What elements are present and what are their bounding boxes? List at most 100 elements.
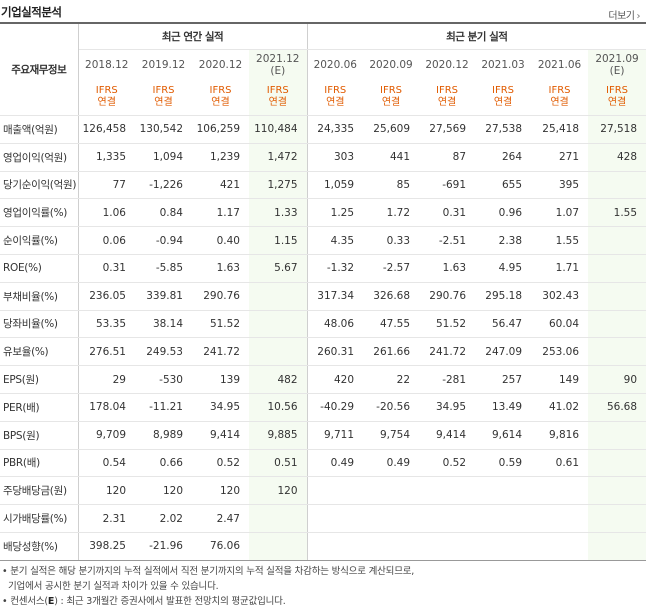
value-cell: 0.49 (306, 449, 364, 478)
value-cell: -5.85 (135, 254, 192, 283)
value-cell (588, 310, 646, 339)
value-cell: 13.49 (475, 393, 532, 422)
value-cell (531, 504, 589, 533)
period-header: 2019.12 (135, 50, 192, 80)
row-label: 매출액(억원) (0, 115, 79, 144)
value-cell: -20.56 (363, 393, 420, 422)
value-cell: -2.57 (363, 254, 420, 283)
period-label: 2021.12 (256, 52, 300, 65)
footnote-2: • 컨센서스(E) : 최근 3개월간 증권사에서 발표한 전망치의 평균값입니… (2, 594, 642, 609)
value-cell (306, 504, 364, 533)
value-cell (363, 476, 420, 506)
value-cell (419, 532, 476, 561)
value-cell: 126,458 (78, 115, 135, 144)
basis-label: 연결 (493, 97, 513, 108)
more-link[interactable]: 더보기 › (608, 7, 640, 22)
value-cell: 253.06 (531, 337, 589, 367)
value-cell: 56.47 (475, 310, 532, 339)
value-cell (588, 226, 646, 255)
value-cell (475, 532, 532, 561)
value-cell: 303 (306, 143, 364, 172)
value-cell: 25,418 (531, 115, 589, 144)
value-cell: 0.33 (363, 226, 420, 255)
value-cell: 302.43 (531, 281, 589, 311)
table-row: EPS(원) 29 -530 139 482 420 22 -281 257 149 90 (0, 365, 646, 394)
table-row: 당기순이익(억원) 77 -1,226 421 1,275 1,059 85 -691 655 3… (0, 171, 646, 200)
value-cell: 51.52 (419, 310, 476, 339)
value-cell: 261.66 (363, 337, 420, 367)
value-cell (249, 337, 308, 367)
value-cell: 0.52 (192, 449, 249, 478)
ifrs-cell: IFRS 연결 (588, 79, 646, 116)
value-cell: 22 (363, 365, 420, 394)
value-cell (588, 421, 646, 450)
basis-label: 연결 (326, 97, 345, 108)
ifrs-cell: IFRS 연결 (192, 79, 249, 116)
value-cell (249, 281, 308, 311)
row-label: BPS(원) (0, 421, 79, 450)
footnote-2-suffix: ) : 최근 3개월간 증권사에서 발표한 전망치의 평균값입니다. (54, 596, 286, 607)
value-cell: 27,518 (588, 115, 646, 144)
row-label: 당기순이익(억원) (0, 171, 79, 200)
ifrs-label: IFRS (324, 85, 347, 96)
value-cell: 655 (475, 171, 532, 200)
row-header-cell: 주요재무정보 (0, 22, 79, 116)
value-cell (475, 476, 532, 506)
value-cell: 339.81 (135, 281, 192, 311)
basis-label: 연결 (268, 97, 287, 108)
table-row: 영업이익(억원) 1,335 1,094 1,239 1,472 303 441 87 264 2… (0, 143, 646, 172)
chevron-right-icon: › (636, 11, 641, 22)
value-cell: 60.04 (531, 310, 589, 339)
value-cell (249, 532, 308, 561)
footnote-2-mark: E (47, 596, 55, 607)
value-cell: 236.05 (78, 281, 135, 311)
value-cell: 1.15 (249, 226, 308, 255)
row-label: 영업이익률(%) (0, 198, 79, 228)
value-cell: 120 (78, 476, 135, 506)
value-cell (588, 476, 646, 506)
value-cell: 4.35 (306, 226, 364, 255)
row-label: 배당성향(%) (0, 532, 79, 561)
value-cell: 1.55 (588, 198, 646, 228)
table-row: BPS(원) 9,709 8,989 9,414 9,885 9,711 9,754 9,41… (0, 421, 646, 450)
table-row: 시가배당률(%) 2.31 2.02 2.47 (0, 504, 646, 533)
value-cell: 1.63 (192, 254, 249, 283)
value-cell: 87 (419, 143, 476, 172)
value-cell: 0.40 (192, 226, 249, 255)
value-cell: 0.84 (135, 198, 192, 228)
value-cell: 398.25 (78, 532, 135, 561)
value-cell (588, 504, 646, 533)
value-cell: 51.52 (192, 310, 249, 339)
value-cell: 9,709 (78, 421, 135, 450)
value-cell: 90 (588, 365, 646, 394)
value-cell: 326.68 (363, 281, 420, 311)
table-row: 부채비율(%) 236.05 339.81 290.76 317.34 326.68 290… (0, 281, 646, 311)
row-label: EPS(원) (0, 365, 79, 394)
value-cell: 9,711 (306, 421, 364, 450)
row-label: 당좌비율(%) (0, 310, 79, 339)
row-label: 유보율(%) (0, 337, 79, 367)
value-cell: 120 (249, 476, 308, 506)
table-row: 유보율(%) 276.51 249.53 241.72 260.31 261.66 241.… (0, 337, 646, 367)
value-cell: 1.33 (249, 198, 308, 228)
value-cell: 482 (249, 365, 308, 394)
value-cell: 241.72 (192, 337, 249, 367)
ifrs-label: IFRS (152, 85, 175, 96)
value-cell: 9,414 (419, 421, 476, 450)
period-label: 2020.12 (198, 58, 243, 71)
value-cell: 56.68 (588, 393, 646, 422)
value-cell: 420 (306, 365, 364, 394)
ifrs-label: IFRS (380, 85, 403, 96)
period-header: 2021.09 (E) (588, 49, 646, 79)
value-cell: 295.18 (475, 281, 532, 311)
value-cell: 317.34 (306, 281, 364, 311)
value-cell: -0.94 (135, 226, 192, 255)
value-cell: 47.55 (363, 310, 420, 339)
quarter-group-header: 최근 분기 실적 (306, 22, 646, 50)
value-cell: -40.29 (306, 393, 364, 422)
table-row: 영업이익률(%) 1.06 0.84 1.17 1.33 1.25 1.72 0.31 0.96… (0, 198, 646, 228)
table-row: 당좌비율(%) 53.35 38.14 51.52 48.06 47.55 51.52 56.… (0, 310, 646, 339)
ifrs-label: IFRS (266, 85, 289, 96)
value-cell: 9,614 (475, 421, 532, 450)
value-cell: 2.02 (135, 504, 192, 533)
